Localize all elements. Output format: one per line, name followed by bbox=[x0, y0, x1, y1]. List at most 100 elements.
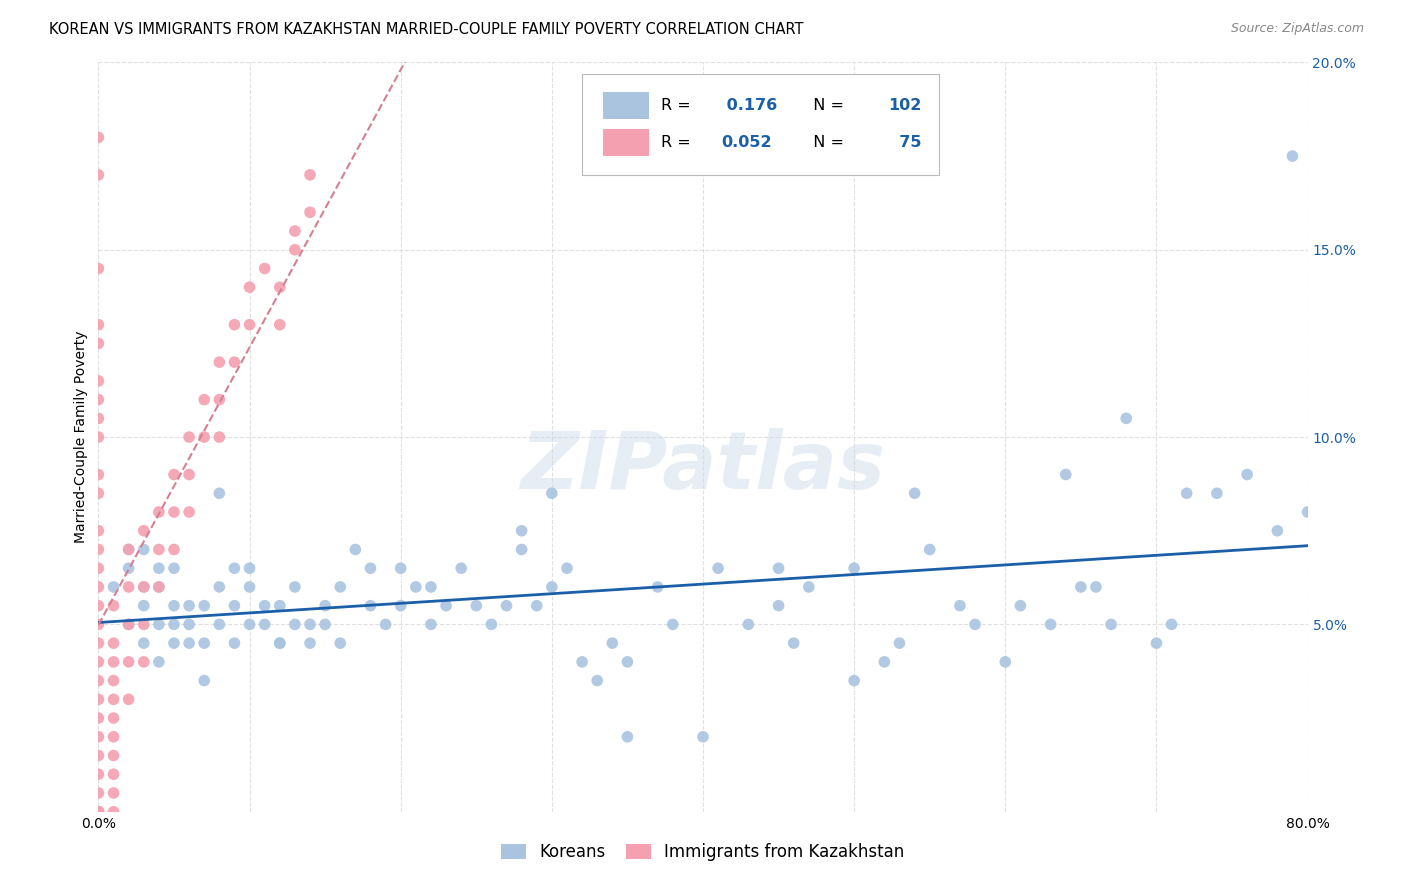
Point bbox=[344, 542, 367, 557]
Point bbox=[360, 561, 382, 575]
Point bbox=[571, 655, 593, 669]
Point bbox=[87, 805, 110, 819]
Point bbox=[420, 580, 443, 594]
Point bbox=[87, 261, 110, 276]
Point bbox=[87, 767, 110, 781]
Point bbox=[208, 486, 231, 500]
Point bbox=[118, 655, 141, 669]
Point bbox=[87, 730, 110, 744]
Point bbox=[87, 411, 110, 425]
Point bbox=[103, 767, 125, 781]
Point bbox=[918, 542, 941, 557]
Point bbox=[616, 655, 638, 669]
Point bbox=[118, 617, 141, 632]
Text: 75: 75 bbox=[889, 135, 921, 150]
Point bbox=[450, 561, 472, 575]
Point bbox=[87, 430, 110, 444]
Point bbox=[495, 599, 517, 613]
Point bbox=[239, 617, 262, 632]
Point bbox=[103, 711, 125, 725]
Point bbox=[616, 730, 638, 744]
Point bbox=[904, 486, 927, 500]
Point bbox=[87, 336, 110, 351]
Point bbox=[179, 617, 201, 632]
Point bbox=[87, 617, 110, 632]
Point bbox=[179, 467, 201, 482]
Point bbox=[103, 580, 125, 594]
Point bbox=[737, 617, 759, 632]
Point bbox=[163, 636, 186, 650]
Point bbox=[224, 561, 246, 575]
Point bbox=[224, 636, 246, 650]
Point bbox=[148, 505, 170, 519]
FancyBboxPatch shape bbox=[603, 92, 648, 119]
Point bbox=[103, 673, 125, 688]
Point bbox=[208, 430, 231, 444]
Text: R =: R = bbox=[661, 135, 696, 150]
Point bbox=[224, 318, 246, 332]
Point bbox=[434, 599, 457, 613]
Point bbox=[465, 599, 488, 613]
Point bbox=[253, 617, 276, 632]
Text: N =: N = bbox=[803, 97, 849, 112]
Point bbox=[540, 580, 562, 594]
Point bbox=[193, 673, 215, 688]
Point bbox=[1099, 617, 1122, 632]
Point bbox=[208, 392, 231, 407]
Point bbox=[87, 805, 110, 819]
Point bbox=[87, 318, 110, 332]
Point bbox=[647, 580, 669, 594]
Text: Source: ZipAtlas.com: Source: ZipAtlas.com bbox=[1230, 22, 1364, 36]
Point bbox=[768, 599, 790, 613]
Point bbox=[87, 655, 110, 669]
Point bbox=[526, 599, 548, 613]
Point bbox=[1160, 617, 1182, 632]
Point bbox=[193, 636, 215, 650]
Point bbox=[193, 392, 215, 407]
Point bbox=[87, 542, 110, 557]
Point bbox=[163, 542, 186, 557]
Point bbox=[163, 617, 186, 632]
Point bbox=[239, 280, 262, 294]
Point bbox=[1236, 467, 1258, 482]
Legend: Koreans, Immigrants from Kazakhstan: Koreans, Immigrants from Kazakhstan bbox=[495, 837, 911, 868]
Point bbox=[179, 636, 201, 650]
Point bbox=[797, 580, 820, 594]
Point bbox=[87, 636, 110, 650]
Point bbox=[132, 617, 155, 632]
Point bbox=[389, 599, 412, 613]
Point bbox=[540, 486, 562, 500]
Point bbox=[1175, 486, 1198, 500]
Point bbox=[707, 561, 730, 575]
Point bbox=[873, 655, 896, 669]
Point bbox=[87, 673, 110, 688]
Text: 0.052: 0.052 bbox=[721, 135, 772, 150]
Point bbox=[994, 655, 1017, 669]
Text: KOREAN VS IMMIGRANTS FROM KAZAKHSTAN MARRIED-COUPLE FAMILY POVERTY CORRELATION C: KOREAN VS IMMIGRANTS FROM KAZAKHSTAN MAR… bbox=[49, 22, 804, 37]
Point bbox=[132, 524, 155, 538]
Point bbox=[87, 524, 110, 538]
Point bbox=[360, 599, 382, 613]
Point bbox=[314, 617, 336, 632]
Point bbox=[163, 467, 186, 482]
Point bbox=[1267, 524, 1289, 538]
Text: ZIPatlas: ZIPatlas bbox=[520, 428, 886, 506]
Point bbox=[224, 355, 246, 369]
Point bbox=[314, 599, 336, 613]
Point bbox=[481, 617, 503, 632]
Point bbox=[103, 692, 125, 706]
Point bbox=[103, 730, 125, 744]
Point bbox=[148, 655, 170, 669]
Point bbox=[269, 599, 291, 613]
Point bbox=[208, 580, 231, 594]
Point bbox=[949, 599, 972, 613]
Point bbox=[965, 617, 987, 632]
Point bbox=[284, 224, 307, 238]
Point bbox=[1085, 580, 1108, 594]
Point bbox=[132, 580, 155, 594]
Point bbox=[299, 617, 322, 632]
Point bbox=[284, 617, 307, 632]
Point bbox=[299, 168, 322, 182]
Point bbox=[329, 636, 352, 650]
Point bbox=[118, 692, 141, 706]
